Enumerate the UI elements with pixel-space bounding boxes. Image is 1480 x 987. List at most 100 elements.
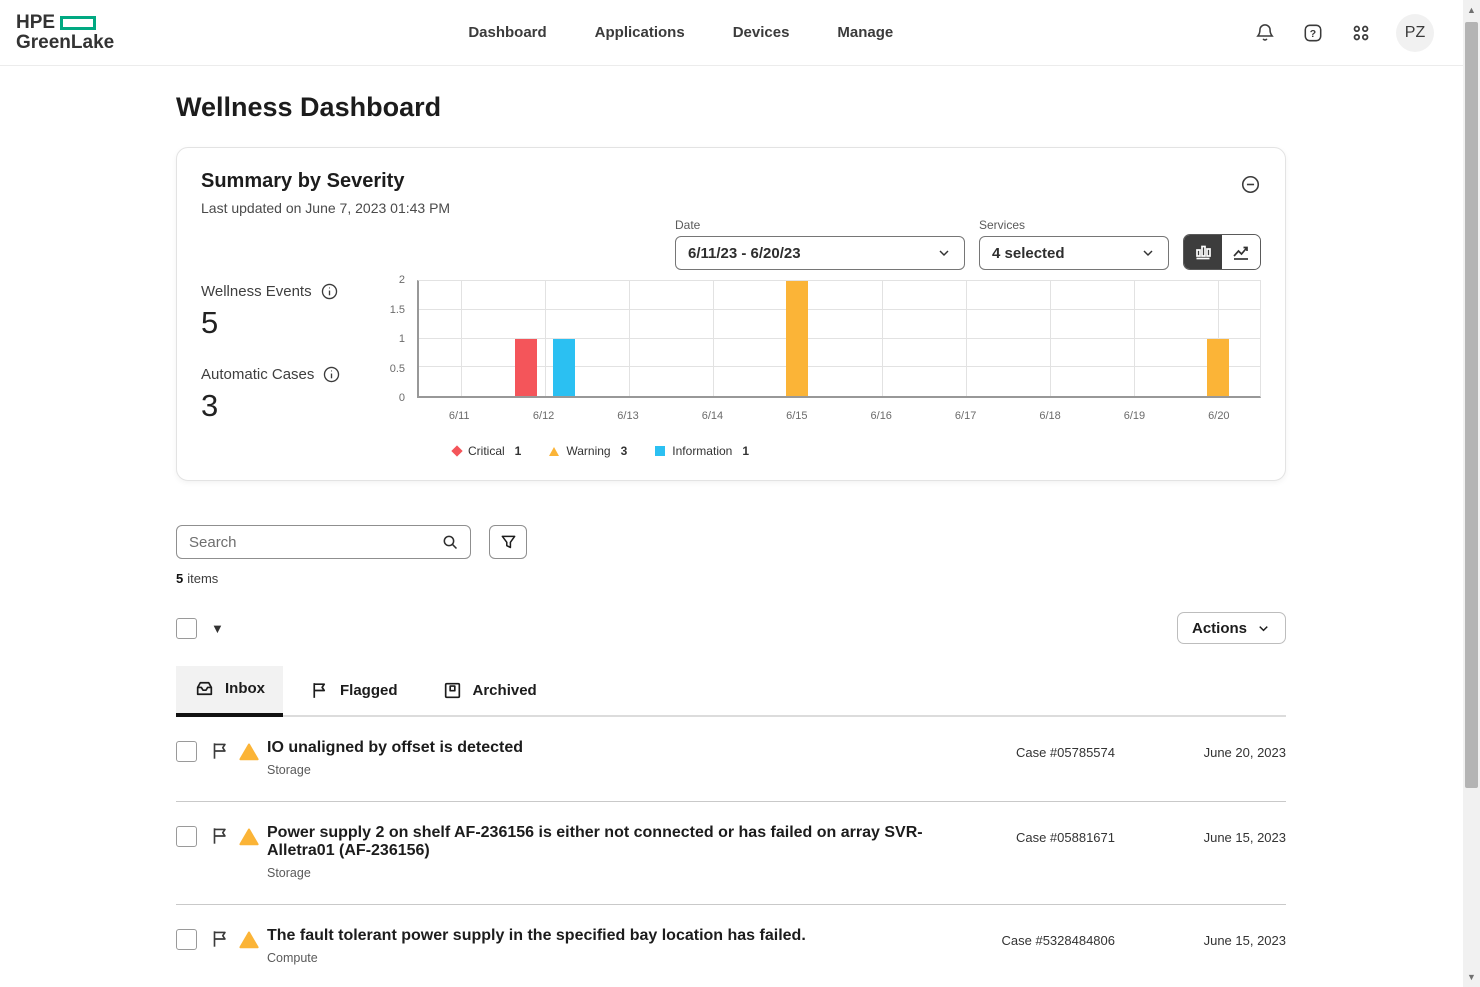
event-title[interactable]: Power supply 2 on shelf AF-236156 is eit… <box>267 824 923 859</box>
scroll-down-arrow-icon[interactable]: ▼ <box>1467 972 1476 982</box>
apps-grid-icon[interactable] <box>1348 20 1374 46</box>
warning-marker-icon <box>549 446 560 456</box>
wellness-events-list: IO unaligned by offset is detected Stora… <box>176 717 1286 987</box>
row-checkbox[interactable] <box>176 826 197 847</box>
flag-icon <box>313 683 326 698</box>
automatic-cases-label: Automatic Cases <box>201 366 315 383</box>
mailbox-tabs: Inbox Flagged Archived <box>176 666 1286 717</box>
search-input[interactable] <box>189 533 441 551</box>
event-title[interactable]: IO unaligned by offset is detected <box>267 739 524 756</box>
bell-icon[interactable] <box>1252 20 1278 46</box>
line-chart-icon <box>1233 246 1248 260</box>
tab-flagged[interactable]: Flagged <box>291 666 416 717</box>
nav-manage[interactable]: Manage <box>837 24 894 41</box>
chart-x-labels: 6/11 6/12 6/13 6/14 6/15 6/16 6/17 6/18 6/19 6/20 <box>448 410 1230 422</box>
nav-dashboard[interactable]: Dashboard <box>468 24 547 41</box>
date-filter-label: Date <box>675 218 701 232</box>
collapse-card-icon[interactable] <box>1240 174 1261 195</box>
event-category: Storage <box>267 763 311 777</box>
list-item[interactable]: IO unaligned by offset is detected Stora… <box>176 717 1286 802</box>
info-icon[interactable] <box>322 365 341 384</box>
legend-item: Information 1 <box>655 444 749 458</box>
services-value: 4 selected <box>992 244 1065 262</box>
flag-icon[interactable] <box>209 740 231 762</box>
hpe-greenlake-logo[interactable]: HPE GreenLake <box>16 12 115 53</box>
bar-chart-toggle-button[interactable] <box>1184 235 1222 269</box>
warning-triangle-icon <box>239 931 259 949</box>
event-category: Storage <box>267 866 311 880</box>
case-number: Case #05881671 <box>1015 830 1115 845</box>
list-item[interactable]: Power supply 2 on shelf AF-236156 is eit… <box>176 802 1286 905</box>
scroll-up-arrow-icon[interactable]: ▲ <box>1467 5 1476 15</box>
legend-count: 1 <box>514 444 522 458</box>
services-filter-label: Services <box>979 218 1026 232</box>
legend-label: Warning <box>566 444 611 458</box>
chevron-down-icon <box>1143 250 1153 257</box>
tab-inbox[interactable]: Inbox <box>176 666 283 717</box>
svg-text:?: ? <box>1310 28 1316 39</box>
row-checkbox[interactable] <box>176 741 197 762</box>
select-menu-caret-icon[interactable]: ▼ <box>211 620 224 636</box>
critical-marker-icon <box>451 445 463 457</box>
legend-item: Critical 1 <box>451 444 522 458</box>
chevron-down-icon <box>1259 625 1268 631</box>
chart-plot <box>417 280 1261 398</box>
wellness-events-label: Wellness Events <box>201 283 312 300</box>
event-date: June 15, 2023 <box>1203 830 1286 845</box>
bar-chart-icon <box>1196 245 1211 260</box>
search-icon <box>443 535 458 549</box>
nav-devices[interactable]: Devices <box>732 24 790 41</box>
info-icon[interactable] <box>320 282 339 301</box>
event-date: June 15, 2023 <box>1203 933 1286 948</box>
inbox-icon <box>196 681 213 696</box>
event-category: Compute <box>267 951 318 965</box>
legend-item: Warning 3 <box>549 444 627 458</box>
select-all-checkbox[interactable] <box>176 617 197 639</box>
app-header: HPE GreenLake Dashboard Applications Dev… <box>0 0 1480 66</box>
event-title[interactable]: The fault tolerant power supply in the s… <box>267 927 806 944</box>
help-icon[interactable]: ? <box>1300 20 1326 46</box>
hpe-element-icon <box>60 15 97 30</box>
filter-button[interactable] <box>489 525 527 559</box>
information-marker-icon <box>655 446 666 456</box>
nav-applications[interactable]: Applications <box>594 24 685 41</box>
chart-type-toggle <box>1183 234 1261 270</box>
chevron-down-icon <box>939 250 949 257</box>
severity-bar-chart: 0 0.5 1 1.5 2 6/11 6/12 6/13 6/14 6/15 6/16 6/17 6/… <box>381 274 1261 462</box>
case-number: Case #05785574 <box>1015 745 1115 760</box>
chart-y-labels: 0 0.5 1 1.5 2 <box>389 274 405 404</box>
last-updated-text: Last updated on June 7, 2023 01:43 PM <box>201 200 451 216</box>
logo-greenlake-text: GreenLake <box>16 31 115 53</box>
flag-icon[interactable] <box>209 825 231 847</box>
wellness-events-value: 5 <box>201 305 219 340</box>
items-count: 5 items <box>176 571 219 586</box>
automatic-cases-value: 3 <box>201 388 219 423</box>
actions-button[interactable]: Actions <box>1176 612 1286 644</box>
line-chart-toggle-button[interactable] <box>1222 235 1260 269</box>
scrollbar-thumb[interactable] <box>1465 22 1478 788</box>
row-checkbox[interactable] <box>176 929 197 950</box>
chart-legend: Critical 1 Warning 3 Information 1 <box>451 444 1261 458</box>
services-select[interactable]: 4 selected <box>979 236 1169 270</box>
legend-count: 3 <box>620 444 628 458</box>
flag-icon[interactable] <box>209 928 231 950</box>
vertical-scrollbar[interactable]: ▲ ▼ <box>1463 0 1480 987</box>
search-box <box>176 525 471 559</box>
date-range-value: 6/11/23 - 6/20/23 <box>688 244 801 262</box>
legend-count: 1 <box>742 444 750 458</box>
legend-label: Critical <box>468 444 505 458</box>
archive-icon <box>444 682 460 699</box>
warning-triangle-icon <box>239 828 259 846</box>
card-title: Summary by Severity <box>201 170 405 192</box>
legend-label: Information <box>672 444 733 458</box>
funnel-icon <box>501 535 515 548</box>
summary-by-severity-card: Summary by Severity Last updated on June… <box>176 147 1286 481</box>
list-item[interactable]: The fault tolerant power supply in the s… <box>176 905 1286 987</box>
main-nav: Dashboard Applications Devices Manage <box>468 24 893 41</box>
avatar[interactable]: PZ <box>1396 13 1434 52</box>
tab-archived[interactable]: Archived <box>424 666 555 717</box>
date-range-select[interactable]: 6/11/23 - 6/20/23 <box>675 236 965 270</box>
page-title: Wellness Dashboard <box>176 92 442 122</box>
case-number: Case #5328484806 <box>1001 933 1116 948</box>
warning-triangle-icon <box>239 743 259 761</box>
